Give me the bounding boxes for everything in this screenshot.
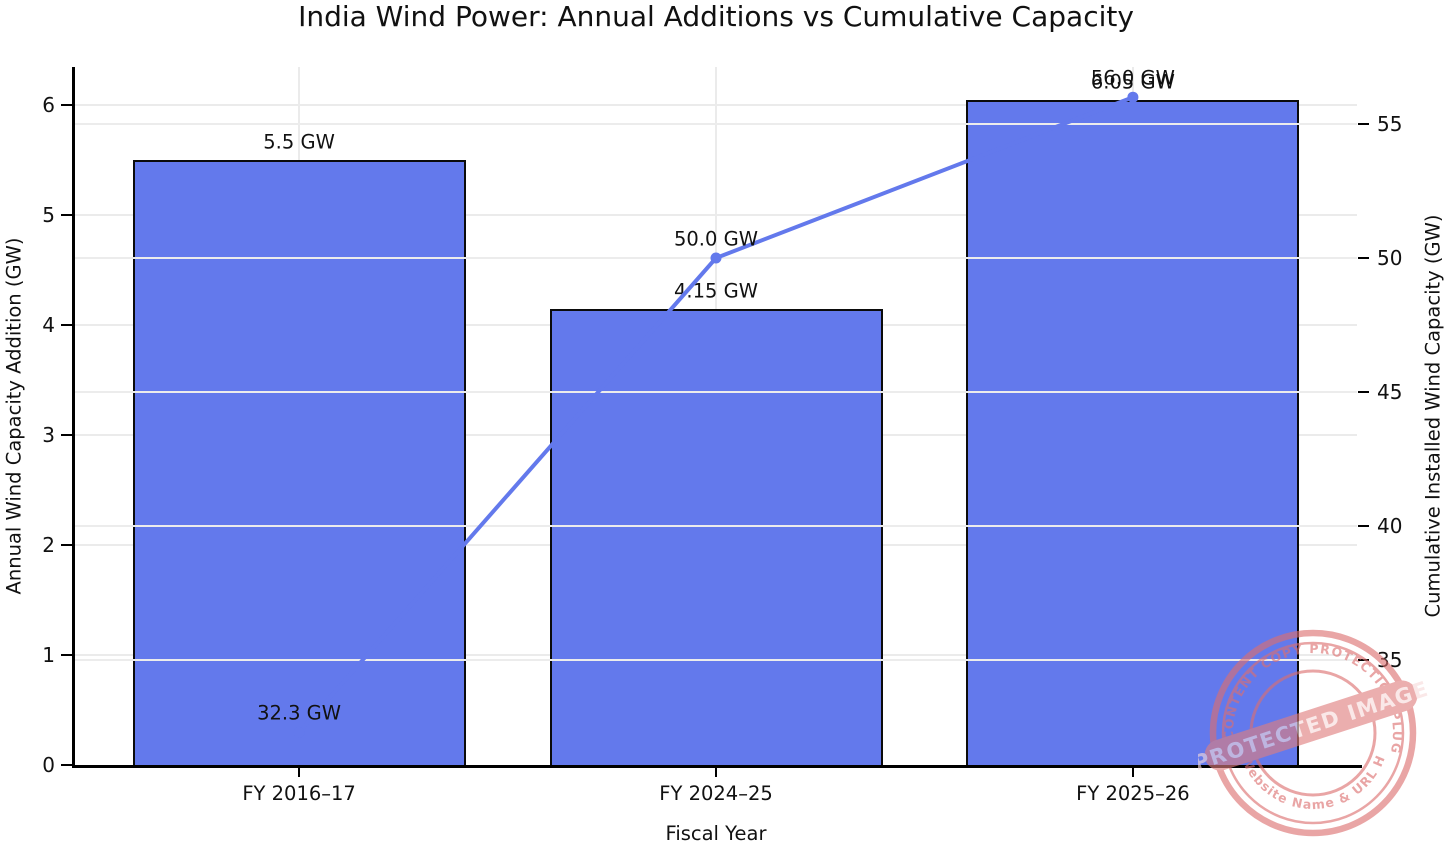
y-tick-label-right: 45 xyxy=(1377,380,1403,404)
line-point-label: 50.0 GW xyxy=(673,227,759,251)
x-tick-label: FY 2025–26 xyxy=(1076,782,1190,805)
axis-spine-left xyxy=(72,67,75,768)
y-tick-left xyxy=(61,213,72,217)
bar xyxy=(132,160,466,767)
line-point-label: 56.0 GW xyxy=(1090,66,1175,90)
y-tick-left xyxy=(61,433,72,437)
bar-value-label: 4.15 GW xyxy=(673,279,759,302)
bar xyxy=(549,308,883,767)
y-tick-left xyxy=(61,653,72,657)
chart-title: India Wind Power: Annual Additions vs Cu… xyxy=(298,0,1134,33)
y-tick-label-left: 3 xyxy=(42,423,55,447)
gridline-right-axis xyxy=(75,391,1357,393)
y-tick-right xyxy=(1358,524,1369,528)
y-tick-right xyxy=(1358,658,1369,662)
line-point-label: 32.3 GW xyxy=(257,701,342,725)
x-tick xyxy=(1131,768,1135,777)
y-tick-label-left: 4 xyxy=(42,313,55,337)
axis-spine-bottom xyxy=(72,765,1362,768)
bar-value-label: 5.5 GW xyxy=(263,130,335,154)
x-tick-label: FY 2016–17 xyxy=(242,782,356,805)
gridline-right-axis xyxy=(75,123,1357,125)
stamp-rings xyxy=(1209,629,1417,837)
x-axis-label: Fiscal Year xyxy=(665,822,767,845)
gridline-right-axis xyxy=(75,257,1357,259)
x-tick xyxy=(297,768,301,777)
y-tick-label-right: 55 xyxy=(1377,112,1403,136)
y-tick-right xyxy=(1358,390,1369,394)
y-axis-right-label: Cumulative Installed Wind Capacity (GW) xyxy=(1421,214,1445,618)
y-tick-label-right: 50 xyxy=(1377,246,1403,270)
y-tick-left xyxy=(61,103,72,107)
y-tick-right xyxy=(1358,256,1369,260)
y-tick-right xyxy=(1358,122,1369,126)
bar-value-label: 6.05 GW xyxy=(1090,70,1175,93)
watermark-stamp: WP CONTENT COPY PROTECTION PLUGIN My Web… xyxy=(1198,618,1428,837)
x-tick-label: FY 2024–25 xyxy=(659,782,773,805)
y-tick-left xyxy=(61,323,72,327)
y-tick-label-left: 5 xyxy=(42,203,55,227)
y-tick-left xyxy=(61,543,72,547)
y-tick-label-left: 0 xyxy=(42,753,55,777)
gridline-right-axis xyxy=(75,525,1357,527)
y-tick-label-left: 6 xyxy=(42,93,55,117)
y-tick-label-left: 1 xyxy=(42,643,55,667)
gridline-right-axis xyxy=(75,659,1357,661)
y-tick-label-left: 2 xyxy=(42,533,55,557)
y-tick-left xyxy=(61,763,72,767)
y-tick-label-right: 40 xyxy=(1377,514,1403,538)
y-axis-left-label: Annual Wind Capacity Addition (GW) xyxy=(2,237,26,595)
x-tick xyxy=(714,768,718,777)
